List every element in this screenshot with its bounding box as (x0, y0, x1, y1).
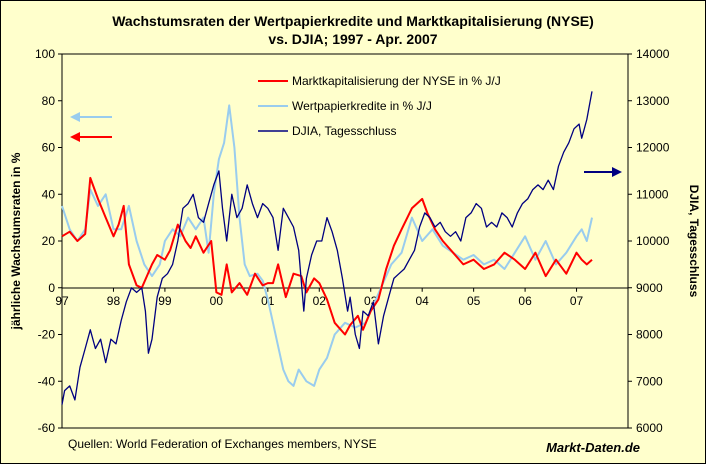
legend: Marktkapitalisierung der NYSE in % J/J W… (258, 74, 501, 138)
right-tick-label: 14000 (636, 47, 670, 61)
x-tick-label: 05 (467, 294, 481, 308)
right-axis-title: DJIA, Tagesschluss (687, 185, 701, 298)
brand-label: Markt-Daten.de (546, 440, 640, 455)
series-line-wertpapierkredite (61, 104, 593, 387)
legend-label-marktkap: Marktkapitalisierung der NYSE in % J/J (292, 74, 501, 88)
x-tick-label: 00 (210, 294, 224, 308)
left-tick-label: 40 (42, 187, 56, 201)
x-axis: 97 98 99 00 01 02 03 04 05 06 07 (55, 287, 629, 308)
right-axis: 14000 13000 12000 11000 10000 9000 8000 7000 600… (628, 47, 670, 435)
source-note: Quellen: World Federation of Exchanges m… (68, 437, 377, 451)
left-tick-label: 60 (42, 141, 56, 155)
arrow-light-blue-left (70, 112, 112, 122)
right-tick-label: 13000 (636, 94, 670, 108)
left-axis-title: jährliche Wachstumsraten in % (9, 152, 23, 330)
series-layer (61, 91, 593, 405)
right-tick-label: 9000 (636, 281, 663, 295)
right-tick-label: 6000 (636, 421, 663, 435)
right-tick-label: 11000 (636, 187, 669, 201)
chart-title-line1: Wachstumsraten der Wertpapierkredite und… (112, 13, 594, 29)
left-tick-label: 20 (42, 234, 56, 248)
series-line-djia (61, 91, 593, 405)
right-tick-label: 7000 (636, 374, 663, 388)
arrow-red-left (70, 132, 112, 142)
x-tick-label: 97 (55, 294, 69, 308)
legend-label-djia: DJIA, Tagesschluss (292, 124, 397, 138)
chart-title-line2: vs. DJIA; 1997 - Apr. 2007 (268, 31, 437, 47)
plot-area (61, 53, 629, 429)
left-tick-label: 100 (35, 47, 55, 61)
x-tick-label: 98 (107, 294, 121, 308)
left-tick-label: -20 (38, 328, 56, 342)
arrow-navy-right (584, 167, 622, 177)
left-axis: 100 80 60 40 20 0 -20 -40 -60 (35, 47, 62, 435)
left-tick-label: 0 (48, 281, 55, 295)
left-tick-label: 80 (42, 94, 56, 108)
right-tick-label: 8000 (636, 328, 663, 342)
right-tick-label: 10000 (636, 234, 670, 248)
left-tick-label: -40 (38, 374, 56, 388)
x-tick-label: 99 (158, 294, 172, 308)
x-tick-label: 07 (570, 294, 584, 308)
left-tick-label: -60 (38, 421, 56, 435)
x-tick-label: 04 (416, 294, 430, 308)
legend-label-wertpapier: Wertpapierkredite in % J/J (292, 99, 432, 113)
x-tick-label: 06 (518, 294, 532, 308)
x-tick-label: 02 (313, 294, 327, 308)
right-tick-label: 12000 (636, 141, 670, 155)
